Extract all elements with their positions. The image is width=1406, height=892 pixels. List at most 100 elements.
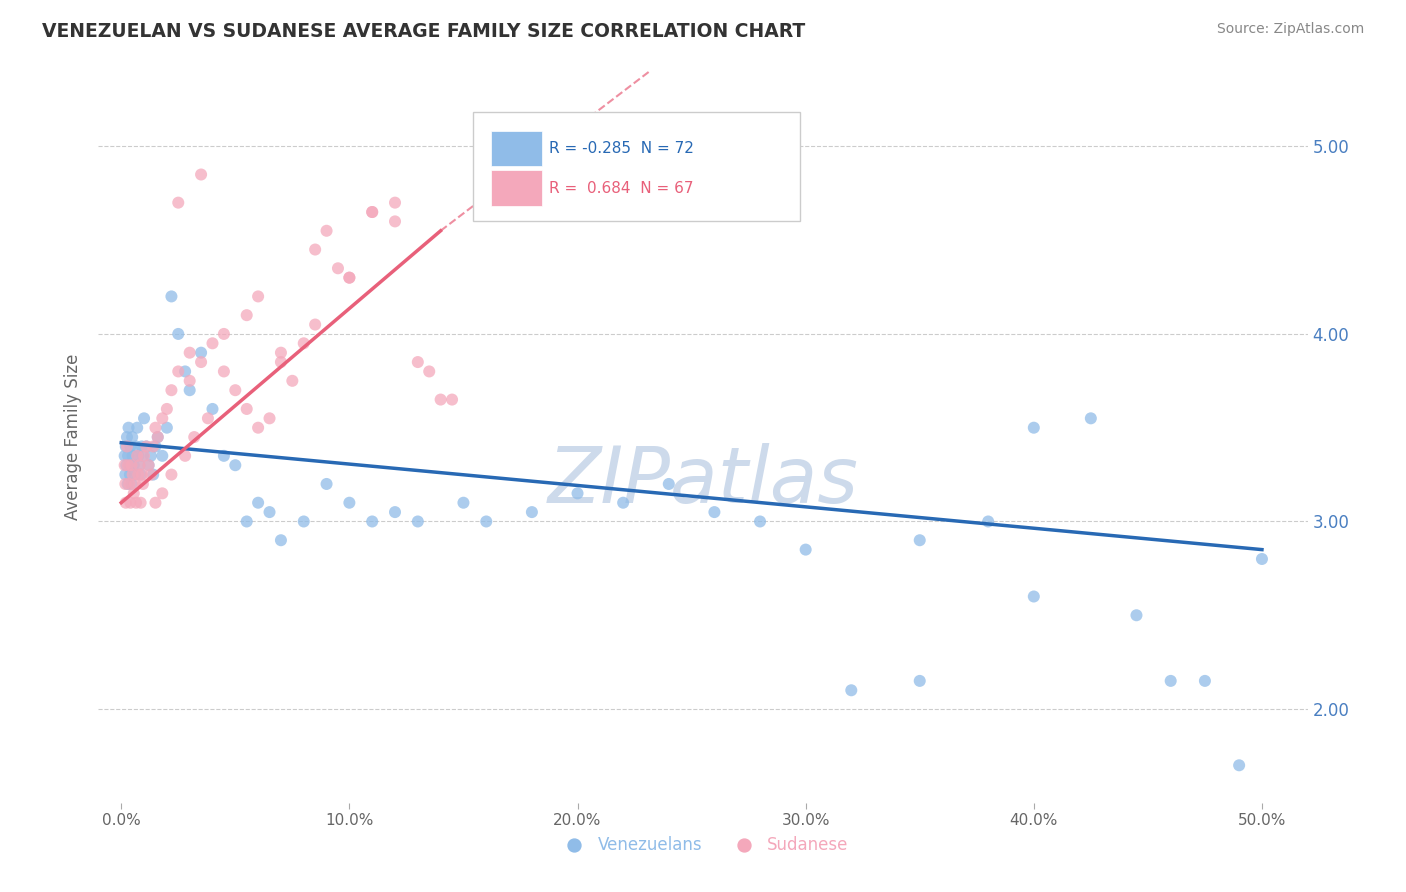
Point <box>118 477 141 491</box>
Point <box>384 195 406 210</box>
Point <box>235 308 257 322</box>
Point <box>127 449 149 463</box>
Point <box>247 420 270 434</box>
Point <box>190 345 212 359</box>
Point <box>117 420 139 434</box>
Text: R = -0.285  N = 72: R = -0.285 N = 72 <box>550 141 695 156</box>
Point <box>128 458 150 473</box>
Point <box>281 374 304 388</box>
FancyBboxPatch shape <box>492 170 543 206</box>
Point <box>114 440 136 454</box>
Point <box>132 449 155 463</box>
Point <box>129 467 152 482</box>
Point <box>224 458 246 473</box>
Point <box>115 458 138 473</box>
Point <box>337 496 360 510</box>
Point <box>179 374 201 388</box>
Point <box>167 326 190 341</box>
Point <box>361 205 384 219</box>
Point <box>1227 758 1250 772</box>
Point <box>212 364 235 378</box>
Point <box>117 449 139 463</box>
Point <box>1125 608 1147 623</box>
Point <box>138 458 160 473</box>
Point <box>145 496 167 510</box>
Point <box>326 261 349 276</box>
Point <box>908 533 931 548</box>
Point <box>135 440 157 454</box>
Point <box>429 392 451 407</box>
Point <box>160 467 183 482</box>
Point <box>406 515 429 529</box>
Text: ZIPatlas: ZIPatlas <box>547 443 859 519</box>
Point <box>142 467 165 482</box>
FancyBboxPatch shape <box>474 112 800 221</box>
Y-axis label: Average Family Size: Average Family Size <box>65 354 83 520</box>
Point <box>139 449 162 463</box>
Point <box>128 458 150 473</box>
Point <box>124 477 146 491</box>
Point <box>131 467 153 482</box>
Point <box>145 440 167 454</box>
Point <box>179 345 201 359</box>
Point <box>212 326 235 341</box>
Point <box>224 383 246 397</box>
Point <box>908 673 931 688</box>
Point <box>121 449 143 463</box>
Point <box>247 289 270 303</box>
Text: Source: ZipAtlas.com: Source: ZipAtlas.com <box>1216 22 1364 37</box>
Point <box>129 496 152 510</box>
Point <box>122 486 145 500</box>
Point <box>150 449 173 463</box>
Point <box>270 533 292 548</box>
Point <box>174 449 197 463</box>
Point <box>1251 552 1274 566</box>
Point <box>337 270 360 285</box>
Point <box>475 515 498 529</box>
Point <box>703 505 725 519</box>
Point <box>142 440 165 454</box>
Point <box>520 505 543 519</box>
Point <box>749 515 772 529</box>
FancyBboxPatch shape <box>492 130 543 167</box>
Point <box>612 496 634 510</box>
Point <box>132 449 155 463</box>
Point <box>337 270 360 285</box>
Point <box>117 458 139 473</box>
Point <box>125 440 148 454</box>
Point <box>658 477 681 491</box>
Point <box>418 364 440 378</box>
Point <box>146 430 169 444</box>
Point <box>183 430 205 444</box>
Point <box>114 458 136 473</box>
Point <box>1160 673 1182 688</box>
Point <box>132 411 155 425</box>
Point <box>127 467 149 482</box>
Text: R =  0.684  N = 67: R = 0.684 N = 67 <box>550 181 695 196</box>
Point <box>1022 420 1045 434</box>
Point <box>406 355 429 369</box>
Point <box>794 542 817 557</box>
Point <box>167 364 190 378</box>
Point <box>197 411 219 425</box>
Point <box>839 683 862 698</box>
Point <box>259 505 281 519</box>
Point <box>304 318 326 332</box>
Point <box>1194 673 1216 688</box>
Point <box>127 420 149 434</box>
Point <box>115 440 138 454</box>
Point <box>138 458 160 473</box>
Point <box>114 467 136 482</box>
Point <box>292 336 315 351</box>
Point <box>292 515 315 529</box>
Point <box>174 364 197 378</box>
Point <box>160 383 183 397</box>
Point <box>132 477 155 491</box>
Point <box>114 449 136 463</box>
Point <box>125 496 148 510</box>
Point <box>190 168 212 182</box>
Point <box>384 214 406 228</box>
Point <box>131 440 153 454</box>
Point <box>247 496 270 510</box>
Point <box>121 458 143 473</box>
